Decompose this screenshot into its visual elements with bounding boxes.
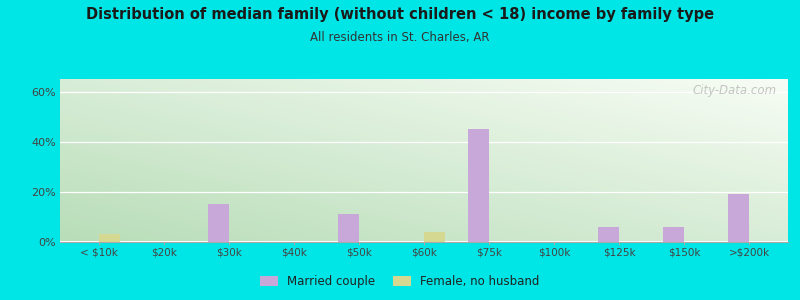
Bar (468, 129, 489, 242)
Bar (208, 204, 229, 242)
Text: City-Data.com: City-Data.com (693, 84, 777, 98)
Text: Distribution of median family (without children < 18) income by family type: Distribution of median family (without c… (86, 8, 714, 22)
Bar (99, 234, 120, 242)
Bar (424, 232, 445, 242)
Bar (338, 214, 359, 242)
Bar (728, 194, 749, 242)
Legend: Married couple, Female, no husband: Married couple, Female, no husband (255, 270, 545, 292)
Text: All residents in St. Charles, AR: All residents in St. Charles, AR (310, 32, 490, 44)
Bar (598, 226, 619, 242)
Bar (663, 226, 684, 242)
